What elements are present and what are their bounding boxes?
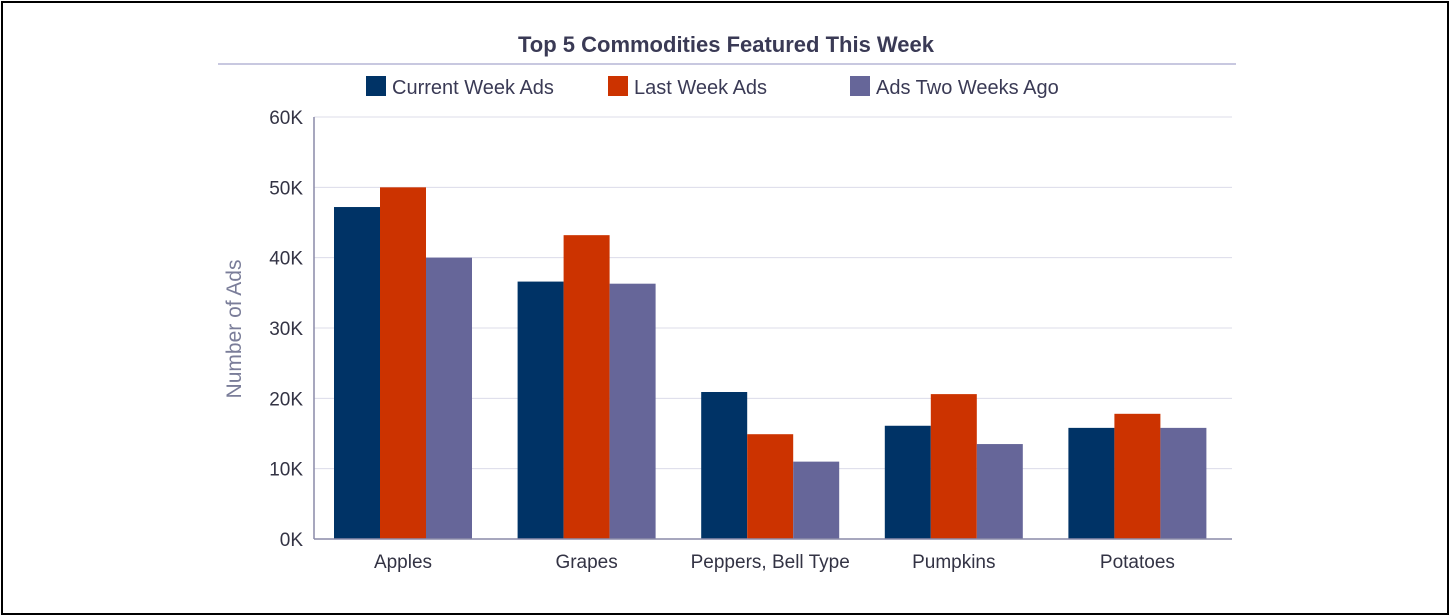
x-tick-labels: Apples Grapes Peppers, Bell Type Pumpkins Po… (374, 552, 1175, 573)
bar-potatoes-series-3 (1160, 427, 1207, 539)
bar-apples-series-2 (380, 187, 426, 540)
legend-label: Last Week Ads (634, 77, 767, 99)
bar-apples-series-1 (334, 207, 380, 539)
x-tick-label: Apples (374, 552, 432, 573)
x-tick-label: Grapes (555, 552, 617, 573)
axes (313, 117, 1232, 540)
bar-potatoes-series-1 (1068, 427, 1115, 539)
x-tick-label: Peppers, Bell Type (691, 552, 850, 573)
y-tick-label: 40K (269, 249, 303, 270)
bar-potatoes-series-2 (1114, 413, 1161, 539)
chart-title: Top 5 Commodities Featured This Week (518, 32, 935, 57)
y-tick-label: 60K (269, 108, 303, 129)
bar-peppers-bell-type-series-3 (793, 461, 840, 539)
legend-swatch (366, 76, 386, 96)
y-tick-label: 50K (269, 178, 303, 199)
bar-peppers-bell-type-series-1 (701, 392, 748, 539)
legend-label: Current Week Ads (392, 77, 554, 99)
legend-swatch (608, 76, 628, 96)
bar-grapes-series-3 (609, 283, 656, 539)
legend-swatch (850, 76, 870, 96)
bar-grapes-series-2 (563, 235, 610, 539)
y-axis-title: Number of Ads (223, 260, 246, 399)
bar-pumpkins-series-2 (930, 394, 977, 539)
y-tick-label: 20K (269, 389, 303, 410)
legend-label: Ads Two Weeks Ago (876, 77, 1059, 99)
y-tick-label: 30K (269, 319, 303, 340)
legend: Current Week Ads Last Week Ads Ads Two Wee… (366, 76, 1059, 99)
bar-apples-series-3 (426, 257, 472, 539)
bar-grapes-series-1 (517, 281, 564, 539)
bars (334, 187, 1207, 540)
bar-pumpkins-series-1 (884, 425, 931, 539)
y-tick-label: 10K (269, 460, 303, 481)
x-tick-label: Pumpkins (912, 552, 995, 573)
y-tick-label: 0K (280, 530, 304, 551)
bar-peppers-bell-type-series-2 (747, 434, 794, 539)
x-tick-label: Potatoes (1100, 552, 1175, 573)
y-tick-labels: 0K 10K 20K 30K 40K 50K 60K (269, 108, 303, 551)
bar-pumpkins-series-3 (976, 444, 1023, 539)
